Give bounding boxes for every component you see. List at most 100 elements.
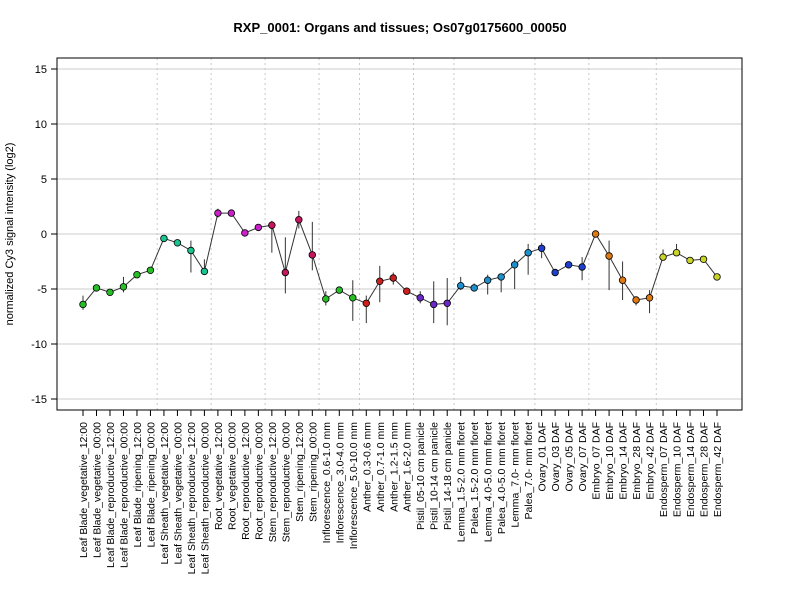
data-point	[241, 229, 249, 237]
data-point	[470, 284, 478, 292]
x-tick-label: Endosperm_14 DAF	[685, 422, 697, 517]
x-tick-label: Ovary_01 DAF	[537, 422, 549, 491]
data-point	[187, 246, 195, 255]
data-point	[295, 215, 303, 224]
data-point	[389, 274, 397, 282]
x-tick-label: Leaf Sheath_vegetative_00:00	[172, 422, 184, 565]
chart-title: RXP_0001: Organs and tissues; Os07g01756…	[233, 20, 567, 35]
data-point	[200, 267, 209, 276]
y-tick-label: -5	[37, 284, 47, 296]
series-line	[82, 212, 718, 305]
data-point	[92, 284, 101, 292]
x-tick-label: Endosperm_42 DAF	[712, 422, 724, 517]
x-tick-label: Ovary_05 DAF	[564, 422, 576, 491]
x-tick-label: Pistil_10-14 cm panicle	[429, 422, 441, 530]
x-tick-label: Embryo_42 DAF	[645, 422, 657, 500]
data-point	[322, 295, 330, 303]
data-point	[146, 266, 155, 274]
data-point	[659, 253, 667, 261]
data-point	[268, 221, 276, 229]
data-point	[227, 209, 236, 217]
data-point	[443, 299, 451, 307]
x-tick-label: Lemma_7.0- mm floret	[510, 422, 522, 528]
data-point	[430, 300, 438, 309]
x-tick-label: Inflorescence_0.6-1.0 mm	[321, 422, 333, 544]
x-tick-label: Leaf Blade_vegetative_00:00	[91, 422, 103, 558]
x-tick-label: Lemma_4.0-5.0 mm floret	[483, 422, 495, 542]
x-tick-label: Endosperm_10 DAF	[672, 422, 684, 517]
x-tick-label: Anther_0.7-1.0 mm	[375, 422, 387, 512]
x-tick-label: Leaf Sheath_vegetative_12:00	[159, 422, 171, 565]
x-tick-label: Pistil_05-10 cm panicle	[415, 422, 427, 530]
data-point	[578, 263, 586, 271]
data-point	[403, 287, 411, 295]
data-point	[524, 248, 532, 257]
data-point	[591, 230, 600, 238]
y-tick-label: -15	[31, 394, 47, 406]
x-tick-label: Lemma_1.5-2.0 mm floret	[456, 422, 468, 542]
data-point	[537, 244, 546, 252]
data-point	[497, 273, 505, 281]
data-point	[551, 268, 559, 277]
data-point	[483, 276, 492, 284]
y-tick-label: 0	[41, 229, 47, 241]
x-tick-label: Root_reproductive_12:00	[240, 422, 252, 540]
data-point	[672, 248, 681, 257]
x-tick-label: Palea_1.5-2.0 mm floret	[469, 422, 481, 534]
data-point	[416, 294, 424, 302]
x-tick-label: Palea_4.0-5.0 mm floret	[496, 422, 508, 534]
data-point	[510, 261, 519, 269]
y-tick-label: 5	[41, 174, 47, 186]
data-point	[254, 223, 263, 232]
data-point	[308, 251, 317, 259]
x-tick-label: Palea_7.0- mm floret	[523, 422, 535, 520]
x-tick-label: Root_vegetative_12:00	[213, 422, 225, 530]
x-tick-label: Endosperm_28 DAF	[699, 422, 711, 517]
data-point	[645, 294, 654, 302]
y-tick-label: 15	[35, 64, 47, 76]
x-tick-label: Stem_ripening_12:00	[294, 422, 306, 522]
x-tick-label: Stem_reproductive_12:00	[267, 422, 279, 542]
x-tick-label: Embryo_28 DAF	[631, 422, 643, 500]
data-point	[119, 283, 128, 291]
x-tick-label: Inflorescence_5.0-10.0 mm	[348, 422, 360, 549]
data-point	[632, 296, 640, 304]
x-tick-label: Leaf Blade_reproductive_12:00	[105, 422, 117, 568]
data-point	[618, 276, 627, 284]
x-tick-label: Anther_1.2-1.5 mm	[388, 422, 400, 512]
data-point	[699, 255, 708, 263]
y-axis-label: normalized Cy3 signal intensity (log2)	[4, 143, 16, 326]
x-tick-label: Stem_reproductive_00:00	[280, 422, 292, 542]
x-tick-label: Embryo_14 DAF	[618, 422, 630, 500]
data-point	[214, 209, 222, 217]
data-point	[605, 252, 613, 260]
x-tick-label: Endosperm_07 DAF	[658, 422, 670, 517]
x-tick-label: Leaf Blade_reproductive_00:00	[118, 422, 130, 568]
x-tick-label: Ovary_07 DAF	[577, 422, 589, 491]
x-tick-label: Leaf Blade_ripening_00:00	[145, 422, 157, 548]
data-point	[133, 271, 141, 279]
x-tick-label: Inflorescence_3.0-4.0 mm	[334, 422, 346, 544]
x-tick-label: Anther_1.6-2.0 mm	[402, 422, 414, 512]
x-tick-label: Embryo_07 DAF	[591, 422, 603, 500]
x-tick-label: Pistil_14-18 cm panicle	[442, 422, 454, 530]
x-tick-label: Root_vegetative_00:00	[226, 422, 238, 530]
data-point	[160, 234, 168, 243]
x-tick-label: Leaf Blade_ripening_12:00	[132, 422, 144, 548]
data-point	[457, 282, 465, 290]
data-point	[564, 261, 573, 269]
x-tick-label: Leaf Sheath_reproductive_00:00	[199, 422, 211, 575]
data-point	[106, 288, 114, 296]
x-tick-label: Leaf Blade_vegetative_12:00	[78, 422, 90, 558]
y-tick-label: 10	[35, 119, 47, 131]
data-point	[362, 299, 370, 307]
x-tick-label: Stem_ripening_00:00	[307, 422, 319, 522]
x-tick-label: Ovary_03 DAF	[550, 422, 562, 491]
data-point	[79, 300, 87, 309]
x-tick-label: Leaf Sheath_reproductive_12:00	[186, 422, 198, 575]
data-point	[335, 286, 343, 294]
data-point	[281, 268, 290, 277]
x-tick-label: Anther_0.3-0.6 mm	[361, 422, 373, 512]
data-point	[713, 273, 721, 281]
